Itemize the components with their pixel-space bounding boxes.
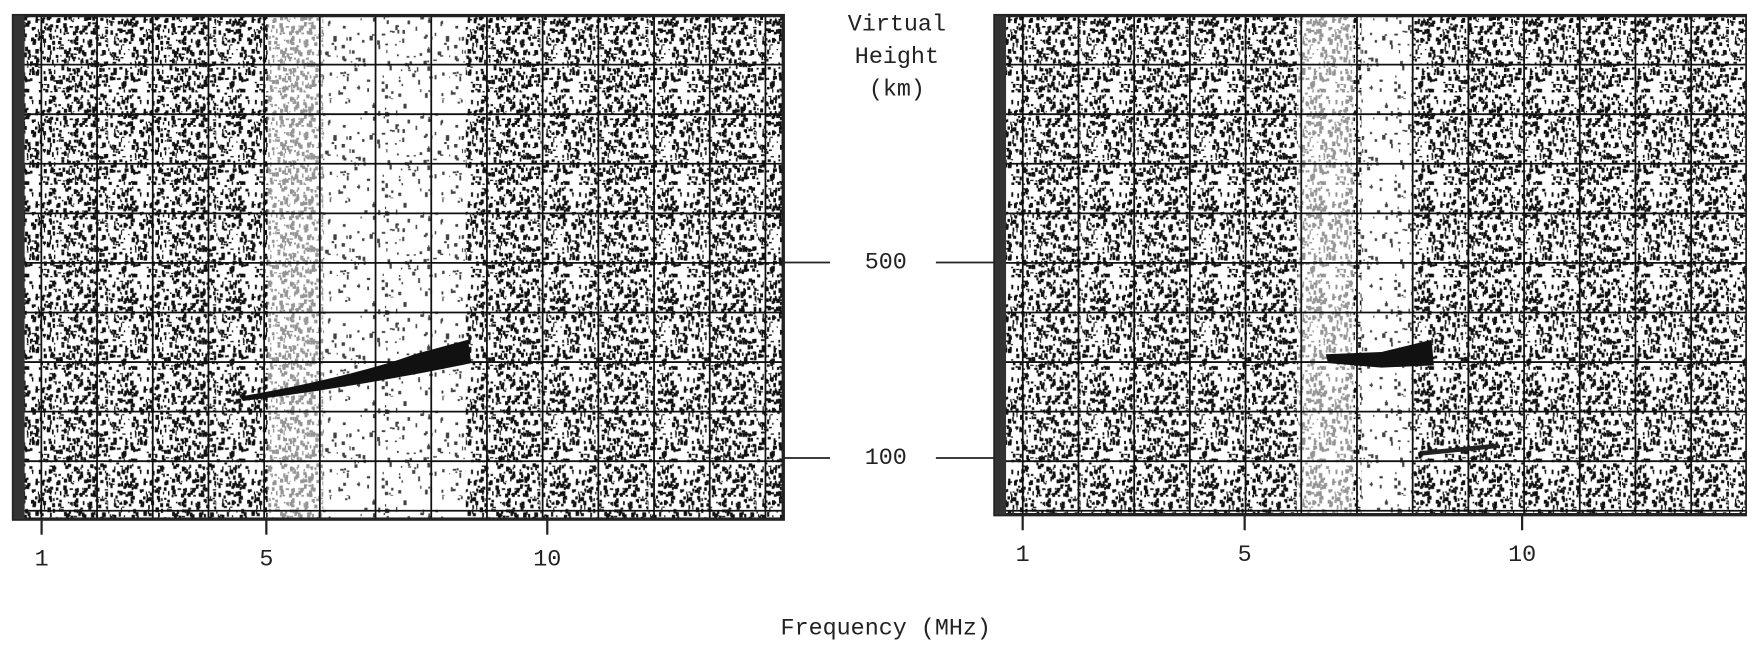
x-axis-label: Frequency (MHz) xyxy=(781,616,991,642)
sparse-band xyxy=(1298,16,1354,515)
sparse-band xyxy=(1361,16,1412,515)
left-edge xyxy=(995,16,1006,515)
x-tick-label: 1 xyxy=(35,547,49,573)
x-tick-label: 10 xyxy=(1508,543,1536,569)
left-edge xyxy=(14,16,25,520)
sparse-band xyxy=(267,16,323,520)
sparse-band xyxy=(323,16,466,520)
x-tick-label: 10 xyxy=(533,547,561,573)
y-tick-label: 100 xyxy=(865,446,907,472)
y-axis-label-line: Virtual xyxy=(848,13,946,39)
x-tick-label: 5 xyxy=(1238,543,1252,569)
y-tick-label: 500 xyxy=(865,251,907,277)
x-tick-label: 5 xyxy=(259,547,273,573)
ionogram-figure: 1 5 10 500 100 1 5 10 Virtual Height (km) Frequ… xyxy=(0,0,1747,645)
x-tick-label: 1 xyxy=(1016,543,1030,569)
y-axis-label-line: (km) xyxy=(869,77,925,103)
y-axis-label-line: Height xyxy=(855,45,939,71)
